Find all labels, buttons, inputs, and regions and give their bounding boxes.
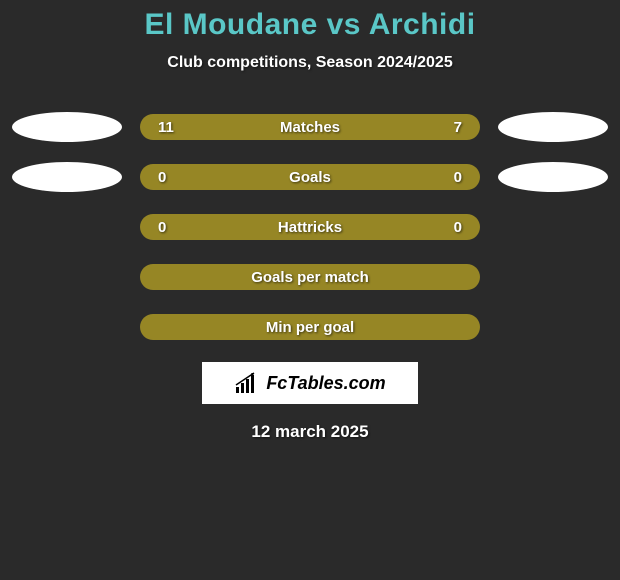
stat-bar-matches: 11 Matches 7 [140,114,480,140]
stat-left-value: 0 [158,219,166,236]
stat-label: Min per goal [266,319,354,336]
right-indicator-matches [498,112,608,142]
right-placeholder [498,312,608,342]
stat-left-value: 11 [158,119,174,136]
left-placeholder [12,262,122,292]
stat-right-value: 0 [454,219,462,236]
page-title: El Moudane vs Archidi [0,8,620,42]
stat-bar-goals-per-match: Goals per match [140,264,480,290]
stat-label: Matches [280,119,340,136]
stat-row-goals-per-match: Goals per match [0,262,620,292]
left-placeholder [12,212,122,242]
stat-row-hattricks: 0 Hattricks 0 [0,212,620,242]
stat-right-value: 0 [454,169,462,186]
stat-row-goals: 0 Goals 0 [0,162,620,192]
right-placeholder [498,212,608,242]
stat-right-value: 7 [454,119,462,136]
stat-row-min-per-goal: Min per goal [0,312,620,342]
logo-text: FcTables.com [266,373,385,394]
stat-label: Goals [289,169,331,186]
right-indicator-goals [498,162,608,192]
left-indicator-goals [12,162,122,192]
left-indicator-matches [12,112,122,142]
left-placeholder [12,312,122,342]
date-label: 12 march 2025 [0,422,620,442]
main-container: El Moudane vs Archidi Club competitions,… [0,0,620,442]
stat-row-matches: 11 Matches 7 [0,112,620,142]
stat-label: Goals per match [251,269,369,286]
stat-bar-goals: 0 Goals 0 [140,164,480,190]
stat-left-value: 0 [158,169,166,186]
chart-icon [234,371,262,395]
fctables-logo: FcTables.com [202,362,418,404]
stat-label: Hattricks [278,219,342,236]
subtitle: Club competitions, Season 2024/2025 [0,54,620,72]
right-placeholder [498,262,608,292]
stat-bar-min-per-goal: Min per goal [140,314,480,340]
stat-bar-hattricks: 0 Hattricks 0 [140,214,480,240]
